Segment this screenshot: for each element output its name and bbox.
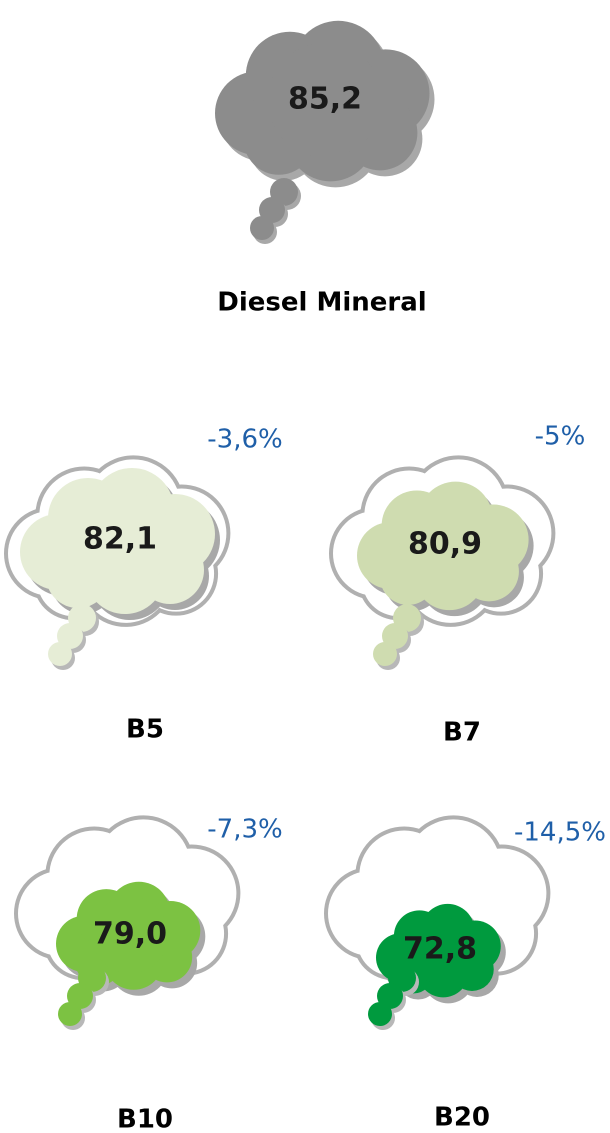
label: B7 [443, 718, 481, 748]
cloud-body [91, 896, 169, 974]
cloud [376, 903, 506, 1004]
value: 82,1 [83, 522, 157, 557]
value: 79,0 [93, 917, 167, 952]
cloud-body [406, 916, 474, 984]
puff [57, 623, 83, 649]
cloud [56, 881, 206, 996]
puff [368, 1002, 392, 1026]
change: -14,5% [514, 818, 606, 848]
puff [48, 642, 72, 666]
clouds [4, 20, 556, 1030]
change: -3,6% [207, 425, 282, 455]
puff [67, 983, 93, 1009]
main-value: 85,2 [288, 82, 362, 117]
change: -5% [535, 422, 586, 452]
puff [259, 197, 285, 223]
label: B10 [117, 1105, 173, 1133]
label: B5 [126, 715, 164, 745]
puff [58, 1002, 82, 1026]
cloud [357, 481, 534, 617]
cloud-body [68, 488, 172, 592]
puff [382, 623, 408, 649]
value: 80,9 [408, 527, 482, 562]
puff [250, 216, 274, 240]
main-label: Diesel Mineral [217, 288, 426, 318]
cloud [20, 468, 220, 620]
cloud [214, 20, 435, 188]
label: B20 [434, 1103, 490, 1133]
cloud-body [399, 499, 491, 591]
change: -7,3% [207, 815, 282, 845]
cloud-body [267, 42, 383, 158]
puff [377, 983, 403, 1009]
value: 72,8 [403, 932, 477, 967]
puff [373, 642, 397, 666]
